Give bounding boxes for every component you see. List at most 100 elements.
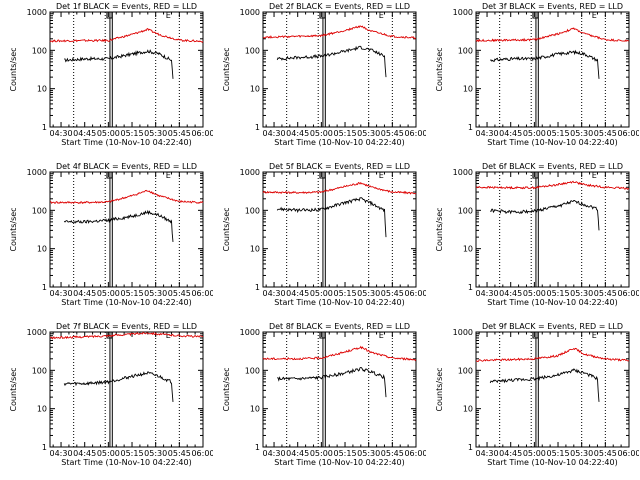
y-tick-label: 10 <box>37 245 47 254</box>
x-tick-label: 06:00 <box>404 129 426 138</box>
detector-panel-5: Det 5f BLACK = Events, RED = LLD 1 10 100 10… <box>213 160 426 320</box>
y-tick-label: 1000 <box>27 8 47 17</box>
flag-label: E <box>166 11 171 20</box>
y-tick-label: 10 <box>37 405 47 414</box>
series-lld-line <box>475 27 630 43</box>
plot-frame <box>262 331 417 448</box>
y-tick-label: 10 <box>37 85 47 94</box>
y-tick-label: 100 <box>245 206 260 215</box>
series-lld-line <box>263 25 417 40</box>
flag-marker <box>532 11 539 19</box>
x-tick-label: 05:15 <box>333 289 356 298</box>
flag-marker <box>106 11 113 19</box>
flag-marker <box>106 171 113 179</box>
series-events-line <box>276 197 387 238</box>
x-tick-label: 05:00 <box>97 449 120 458</box>
detector-panel-3: Det 3f BLACK = Events, RED = LLD 1 10 100 10… <box>426 0 639 160</box>
flag-marker <box>319 11 326 19</box>
chart-title: Det 1f BLACK = Events, RED = LLD <box>56 2 197 11</box>
x-tick-label: 06:00 <box>404 289 426 298</box>
y-tick-label: 1000 <box>27 328 47 337</box>
interval-box <box>109 171 113 288</box>
series-events-line <box>63 371 174 402</box>
series-events-line <box>489 368 600 402</box>
y-axis-label: Counts/sec <box>9 367 18 411</box>
x-tick-label: 05:30 <box>357 449 380 458</box>
flag-label: E <box>592 11 597 20</box>
plot-frame <box>49 331 204 448</box>
flag-label: E <box>592 331 597 340</box>
x-tick-label: 06:00 <box>617 449 639 458</box>
y-axis-label: Counts/sec <box>9 207 18 251</box>
x-tick-label: 05:45 <box>594 289 617 298</box>
series-events-line <box>277 367 387 398</box>
series-lld-line <box>475 180 629 190</box>
interval-box <box>322 171 326 288</box>
x-tick-label: 04:45 <box>73 449 96 458</box>
plot-frame <box>475 171 630 288</box>
y-tick-label: 100 <box>458 206 473 215</box>
x-tick-label: 05:45 <box>168 129 191 138</box>
chart-title: Det 7f BLACK = Events, RED = LLD <box>56 322 197 331</box>
x-axis-label: Start Time (10-Nov-10 04:22:40) <box>487 458 617 467</box>
flag-marker <box>319 331 326 339</box>
detector-chart-5: Det 5f BLACK = Events, RED = LLD 1 10 100 10… <box>222 162 426 307</box>
flag-marker <box>532 331 539 339</box>
detector-chart-4: Det 4f BLACK = Events, RED = LLD 1 10 100 10… <box>9 162 213 307</box>
y-tick-label: 1 <box>42 283 47 292</box>
x-tick-label: 06:00 <box>191 129 213 138</box>
x-tick-label: 05:00 <box>97 129 120 138</box>
detector-chart-2: Det 2f BLACK = Events, RED = LLD 1 10 100 10… <box>222 2 426 147</box>
y-tick-label: 1 <box>255 123 260 132</box>
detector-panel-8: Det 8f BLACK = Events, RED = LLD 1 10 100 10… <box>213 320 426 480</box>
x-axis-label: Start Time (10-Nov-10 04:22:40) <box>487 298 617 307</box>
y-tick-label: 1000 <box>453 8 473 17</box>
series-lld-line <box>262 345 417 362</box>
x-axis-label: Start Time (10-Nov-10 04:22:40) <box>61 298 191 307</box>
x-tick-label: 06:00 <box>617 289 639 298</box>
x-tick-label: 05:45 <box>381 289 404 298</box>
y-tick-label: 1 <box>255 283 260 292</box>
detector-chart-1: Det 1f BLACK = Events, RED = LLD 1 10 100 10… <box>9 2 213 147</box>
x-tick-label: 04:30 <box>476 289 499 298</box>
detector-panel-9: Det 9f BLACK = Events, RED = LLD 1 10 100 10… <box>426 320 639 480</box>
interval-box <box>535 331 539 448</box>
detector-panel-7: Det 7f BLACK = Events, RED = LLD 1 10 100 10… <box>0 320 213 480</box>
x-tick-label: 05:00 <box>523 449 546 458</box>
x-tick-label: 05:15 <box>546 449 569 458</box>
interval-box <box>535 11 539 128</box>
detector-panel-4: Det 4f BLACK = Events, RED = LLD 1 10 100 10… <box>0 160 213 320</box>
flag-label: E <box>379 331 384 340</box>
x-axis-label: Start Time (10-Nov-10 04:22:40) <box>61 458 191 467</box>
x-tick-label: 05:45 <box>168 289 191 298</box>
y-tick-label: 1 <box>42 123 47 132</box>
x-tick-label: 04:30 <box>50 129 73 138</box>
x-tick-label: 06:00 <box>191 449 213 458</box>
x-tick-label: 04:30 <box>263 289 286 298</box>
x-tick-label: 05:30 <box>570 129 593 138</box>
y-tick-label: 1 <box>42 443 47 452</box>
plot-frame <box>49 171 204 288</box>
x-tick-label: 05:15 <box>120 289 143 298</box>
interval-box <box>322 11 326 128</box>
plot-frame <box>262 171 417 288</box>
x-axis-label: Start Time (10-Nov-10 04:22:40) <box>274 458 404 467</box>
x-tick-label: 05:30 <box>144 129 167 138</box>
y-tick-label: 1 <box>468 443 473 452</box>
x-tick-label: 06:00 <box>617 129 639 138</box>
y-tick-label: 100 <box>32 366 47 375</box>
flag-marker <box>319 171 326 179</box>
x-tick-label: 05:15 <box>546 129 569 138</box>
x-tick-label: 05:30 <box>144 449 167 458</box>
x-tick-label: 04:45 <box>286 289 309 298</box>
interval-box <box>109 331 113 448</box>
x-tick-label: 05:15 <box>333 449 356 458</box>
flag-label: E <box>592 171 597 180</box>
flag-marker <box>532 171 539 179</box>
flag-label: E <box>379 171 384 180</box>
detector-chart-7: Det 7f BLACK = Events, RED = LLD 1 10 100 10… <box>9 322 213 467</box>
x-tick-label: 04:45 <box>286 129 309 138</box>
series-events-line <box>276 45 387 78</box>
x-tick-label: 04:45 <box>499 449 522 458</box>
